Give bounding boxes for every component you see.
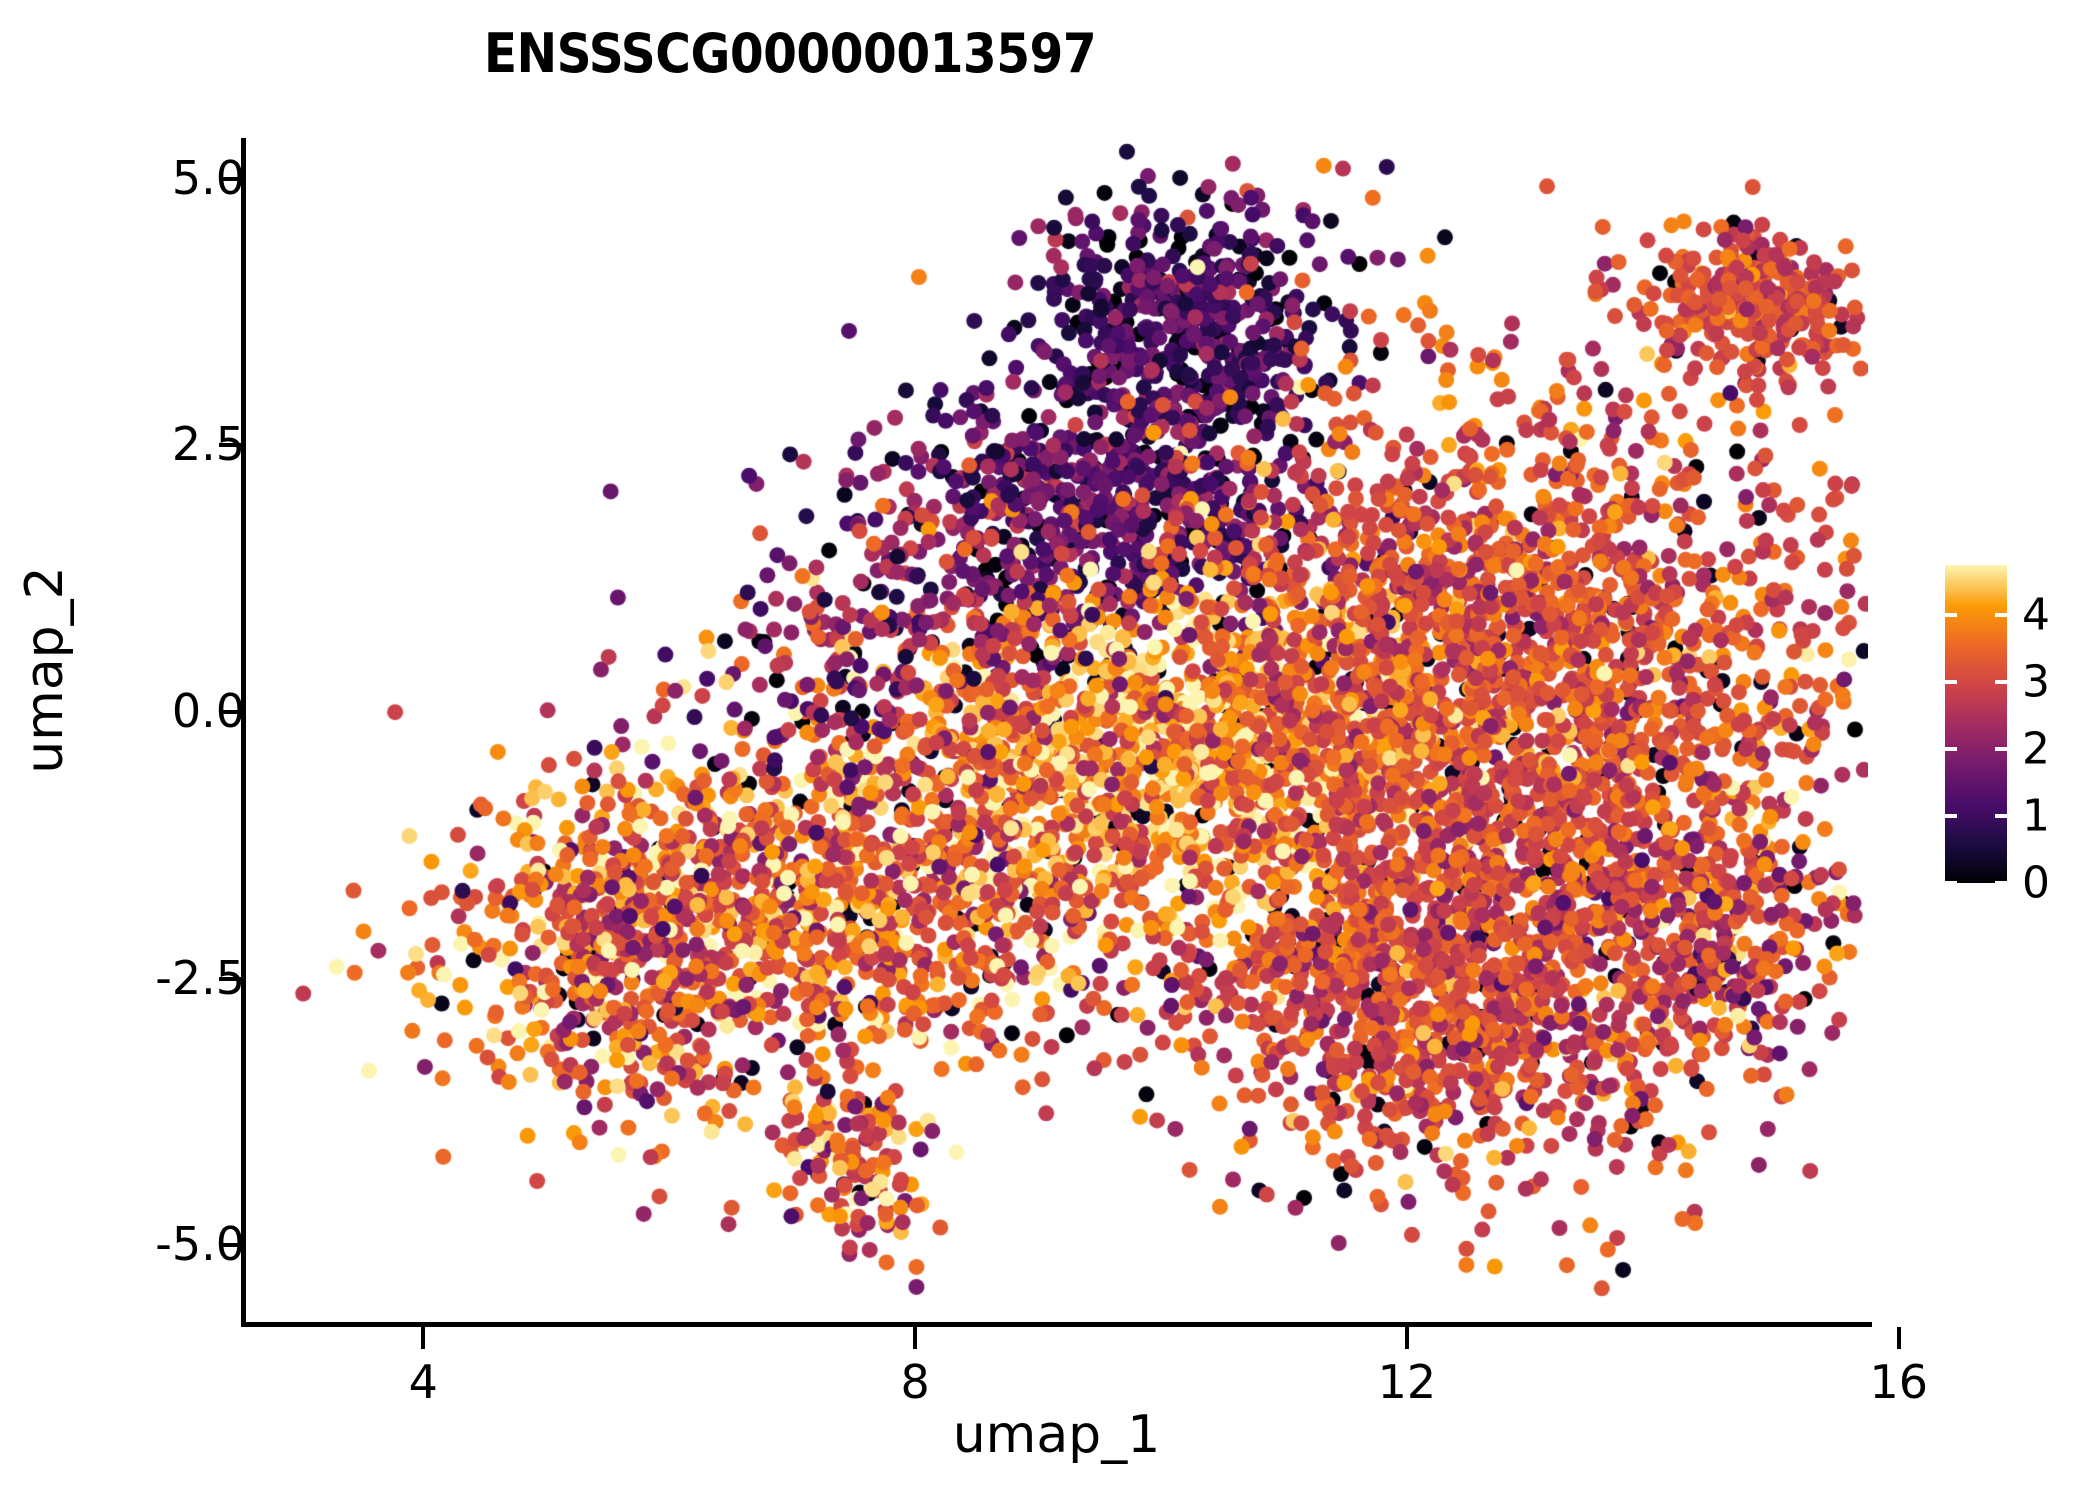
x-tick-label: 12 bbox=[1377, 1355, 1437, 1409]
colorbar-tick-label: 0 bbox=[2022, 857, 2050, 909]
colorbar-tick-label: 4 bbox=[2022, 589, 2050, 641]
y-tick-label: 0.0 bbox=[171, 683, 245, 738]
x-tick-label: 16 bbox=[1869, 1355, 1928, 1409]
y-tick-label: 5.0 bbox=[171, 150, 245, 205]
colorbar-tick-mark bbox=[1995, 881, 2007, 885]
colorbar-tick-mark bbox=[1995, 613, 2007, 618]
y-axis-line bbox=[241, 138, 246, 1326]
y-tick-mark bbox=[219, 1243, 241, 1248]
y-tick-mark bbox=[219, 709, 241, 714]
colorbar-tick-mark bbox=[1995, 747, 2007, 752]
page-title: ENSSSCG00000013597 bbox=[483, 22, 1097, 85]
y-tick-mark bbox=[219, 976, 241, 981]
colorbar-tick-mark bbox=[1945, 881, 1957, 885]
colorbar-tick-mark bbox=[1945, 814, 1957, 819]
colorbar-tick-label: 1 bbox=[2022, 790, 2050, 842]
colorbar bbox=[1945, 565, 2007, 883]
colorbar-tick-mark bbox=[1995, 814, 2007, 819]
colorbar-tick-mark bbox=[1945, 680, 1957, 685]
scatter-canvas bbox=[245, 138, 1868, 1322]
y-tick-mark bbox=[219, 176, 241, 181]
x-axis-title: umap_1 bbox=[952, 1405, 1161, 1465]
x-axis-line bbox=[241, 1322, 1872, 1327]
colorbar-tick-label: 3 bbox=[2022, 656, 2050, 708]
colorbar-tick-mark bbox=[1945, 613, 1957, 618]
colorbar-tick-mark bbox=[1995, 680, 2007, 685]
x-tick-label: 4 bbox=[408, 1355, 438, 1409]
scatter-plot-area bbox=[245, 138, 1868, 1322]
y-axis-title: umap_2 bbox=[15, 566, 75, 774]
x-tick-label: 8 bbox=[900, 1355, 930, 1409]
y-tick-label: -5.0 bbox=[155, 1217, 245, 1272]
x-tick-mark bbox=[1404, 1327, 1409, 1349]
colorbar-tick-label: 2 bbox=[2022, 723, 2050, 775]
x-tick-mark bbox=[913, 1327, 918, 1349]
colorbar-tick-mark bbox=[1945, 747, 1957, 752]
y-tick-label: -2.5 bbox=[155, 950, 245, 1005]
x-tick-mark bbox=[421, 1327, 426, 1349]
colorbar-gradient bbox=[1945, 565, 2007, 883]
y-tick-mark bbox=[219, 443, 241, 448]
x-tick-mark bbox=[1896, 1327, 1901, 1349]
y-tick-label: 2.5 bbox=[171, 417, 245, 472]
